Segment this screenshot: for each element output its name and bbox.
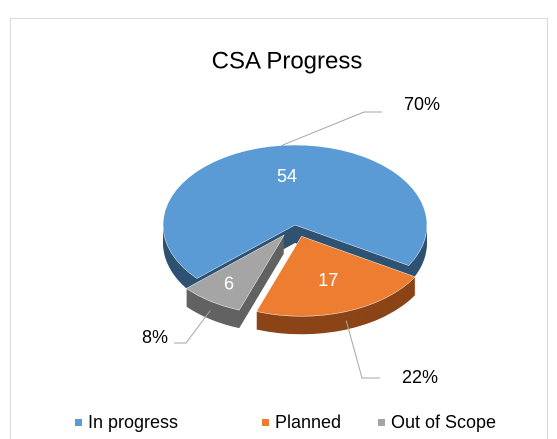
legend-label: In progress <box>88 412 178 432</box>
legend-swatch <box>75 419 82 426</box>
slice <box>185 234 285 311</box>
chart-title: CSA Progress <box>212 47 363 74</box>
data-label: 54 <box>277 166 297 186</box>
data-label: 17 <box>318 270 338 290</box>
percentage-label: 22% <box>402 367 438 387</box>
leader-line <box>281 111 382 146</box>
slice <box>256 235 416 317</box>
legend-label: Out of Scope <box>391 412 496 432</box>
leader-line <box>174 309 211 344</box>
slice <box>162 144 428 279</box>
legend-swatch <box>262 419 269 426</box>
percentage-label: 70% <box>404 94 440 114</box>
legend-label: Planned <box>275 412 341 432</box>
leader-line <box>345 320 380 379</box>
data-label: 6 <box>224 273 234 293</box>
legend-swatch <box>378 419 385 426</box>
percentage-label: 8% <box>142 327 168 347</box>
